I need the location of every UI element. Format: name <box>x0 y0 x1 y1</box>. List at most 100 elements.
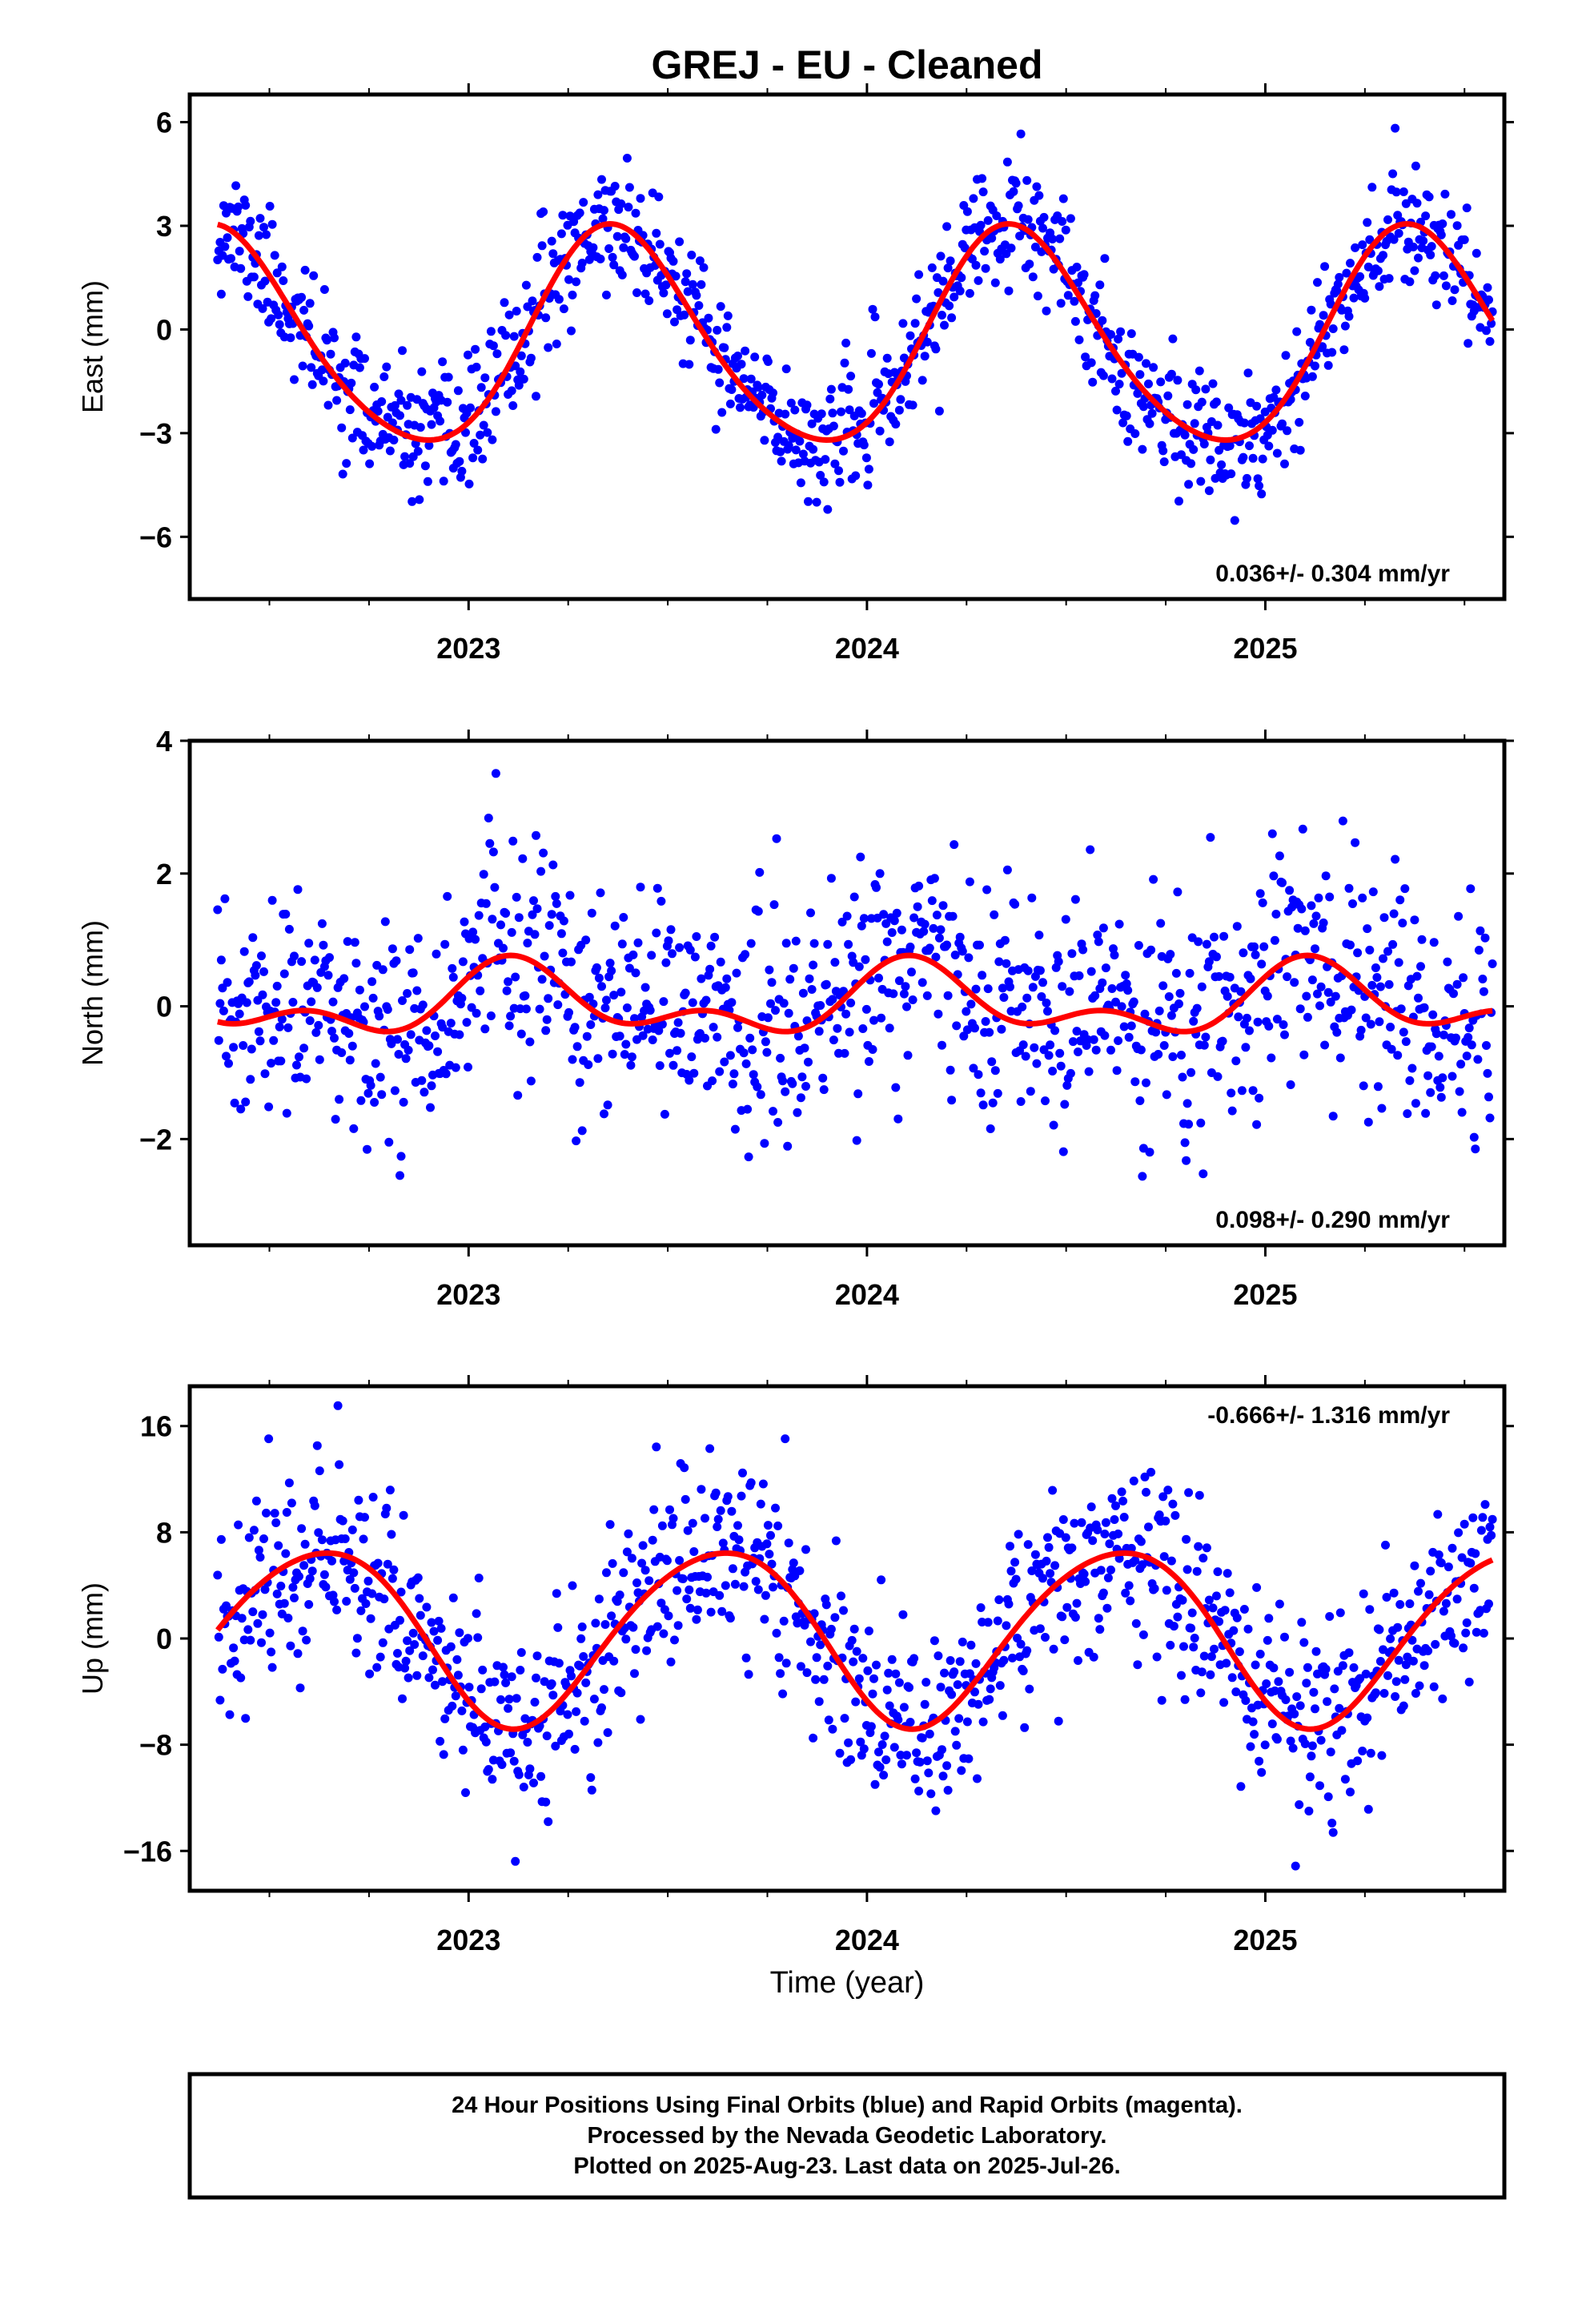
data-point <box>1292 1692 1302 1702</box>
data-point <box>457 466 467 476</box>
data-point <box>535 1004 544 1014</box>
data-point <box>1416 962 1425 971</box>
data-point <box>1083 1035 1093 1044</box>
data-point <box>1346 940 1355 950</box>
data-point <box>481 899 491 908</box>
data-point <box>609 260 619 270</box>
data-point <box>290 375 299 384</box>
data-point <box>1307 1751 1316 1761</box>
data-point <box>942 940 952 950</box>
data-point <box>290 1593 299 1602</box>
data-point <box>1290 1709 1299 1719</box>
data-point <box>600 1620 610 1629</box>
data-point <box>1434 1051 1443 1061</box>
data-point <box>304 1600 314 1609</box>
data-point <box>743 1104 753 1114</box>
data-point <box>699 263 709 272</box>
data-point <box>596 888 605 898</box>
data-point <box>807 419 817 428</box>
data-point <box>1476 926 1485 935</box>
data-point <box>464 479 474 489</box>
data-point <box>1066 214 1075 223</box>
data-point <box>628 1622 638 1632</box>
data-point <box>1363 262 1373 271</box>
data-point <box>1122 411 1131 420</box>
data-point <box>398 996 407 1005</box>
data-point <box>396 1587 406 1597</box>
data-point <box>950 1667 959 1677</box>
data-point <box>1441 281 1451 291</box>
data-point <box>501 909 511 918</box>
data-point <box>605 959 615 968</box>
data-point <box>375 1072 385 1082</box>
data-point <box>869 399 878 408</box>
data-point <box>1236 987 1246 996</box>
data-point <box>638 1541 648 1550</box>
data-point <box>864 1057 873 1066</box>
data-point <box>784 1538 793 1548</box>
data-point <box>1286 1080 1295 1089</box>
data-point <box>1149 875 1158 884</box>
data-point <box>512 892 521 902</box>
data-point <box>577 1622 587 1631</box>
data-point <box>1384 979 1394 989</box>
data-point <box>1060 1100 1070 1109</box>
data-point <box>279 276 288 285</box>
data-point <box>1321 871 1331 881</box>
footer-line-3: Plotted on 2025-Aug-23. Last data on 202… <box>573 2153 1120 2179</box>
data-point <box>689 1068 699 1078</box>
data-point <box>598 214 608 223</box>
data-point <box>701 1514 709 1523</box>
data-point <box>1207 1652 1216 1662</box>
data-point <box>1197 1667 1207 1677</box>
data-point <box>1086 845 1095 854</box>
data-point <box>1366 1748 1375 1758</box>
data-point <box>337 1048 347 1057</box>
data-point <box>930 1636 939 1646</box>
data-point <box>1285 1667 1295 1677</box>
data-point <box>1129 1476 1138 1486</box>
data-point <box>798 988 808 998</box>
data-point <box>978 187 988 197</box>
data-point <box>519 1783 528 1791</box>
data-point <box>1138 1630 1148 1639</box>
data-point <box>365 1669 375 1679</box>
data-point <box>1472 1627 1481 1637</box>
data-point <box>347 433 357 443</box>
data-point <box>257 951 266 961</box>
data-point <box>1196 1688 1206 1698</box>
data-point <box>1323 360 1333 370</box>
data-point <box>1257 1767 1267 1777</box>
data-point <box>1272 448 1282 458</box>
data-point <box>1417 935 1427 944</box>
data-point <box>819 1675 829 1684</box>
data-point <box>1000 935 1010 945</box>
data-point <box>530 1698 540 1707</box>
data-point <box>981 1017 990 1026</box>
data-point <box>854 962 864 971</box>
data-point <box>460 917 469 927</box>
data-point <box>1182 1099 1192 1108</box>
east-rate-label: 0.036+/- 0.304 mm/yr <box>1215 561 1450 587</box>
data-point <box>1088 377 1098 387</box>
data-point <box>692 932 701 941</box>
data-point <box>568 1055 577 1064</box>
data-point <box>1173 887 1182 897</box>
data-point <box>490 883 500 892</box>
data-point <box>1457 1553 1467 1562</box>
data-point <box>368 1493 378 1502</box>
data-point <box>222 1601 231 1610</box>
data-point <box>817 409 826 419</box>
data-point <box>1340 321 1350 331</box>
data-point <box>910 319 920 328</box>
data-point <box>845 1027 854 1037</box>
data-point <box>242 998 251 1007</box>
data-point <box>1415 1681 1424 1691</box>
data-point <box>415 495 424 505</box>
data-point <box>1450 1638 1460 1648</box>
data-point <box>1134 352 1143 362</box>
data-point <box>239 1041 248 1050</box>
data-point <box>1366 1019 1375 1029</box>
data-point <box>1014 1530 1023 1539</box>
data-point <box>1391 123 1400 133</box>
